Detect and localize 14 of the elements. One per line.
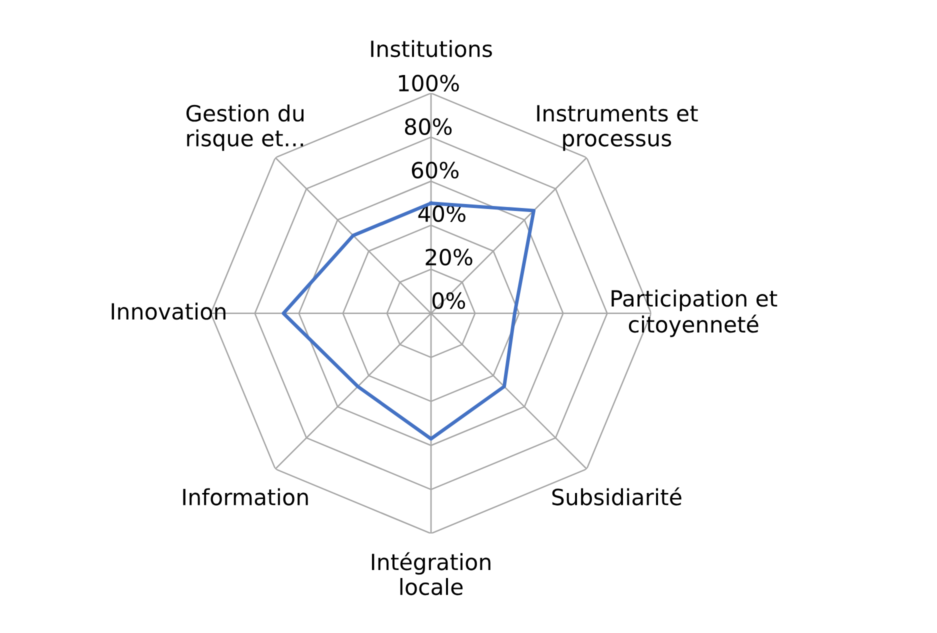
spoke-label: Innovation <box>112 302 226 320</box>
y-tick-label: 40% <box>418 205 466 222</box>
spoke-label: Gestion du risque et… <box>186 104 304 151</box>
spoke-label: Intégration locale <box>372 552 490 596</box>
spoke-label: Subsidiarité <box>552 487 682 506</box>
y-tick-label: 80% <box>404 118 452 136</box>
y-tick-label: 0% <box>432 292 466 310</box>
y-tick-label: 60% <box>412 162 459 179</box>
y-tick-label: 100% <box>399 74 459 92</box>
spoke-label: Participation et citoyenneté <box>612 290 778 338</box>
spoke-label: Instruments et processus <box>537 105 698 151</box>
spoke-label: Institutions <box>371 40 492 58</box>
y-tick-label: 20% <box>426 248 472 266</box>
spoke-label: Information <box>183 488 308 506</box>
